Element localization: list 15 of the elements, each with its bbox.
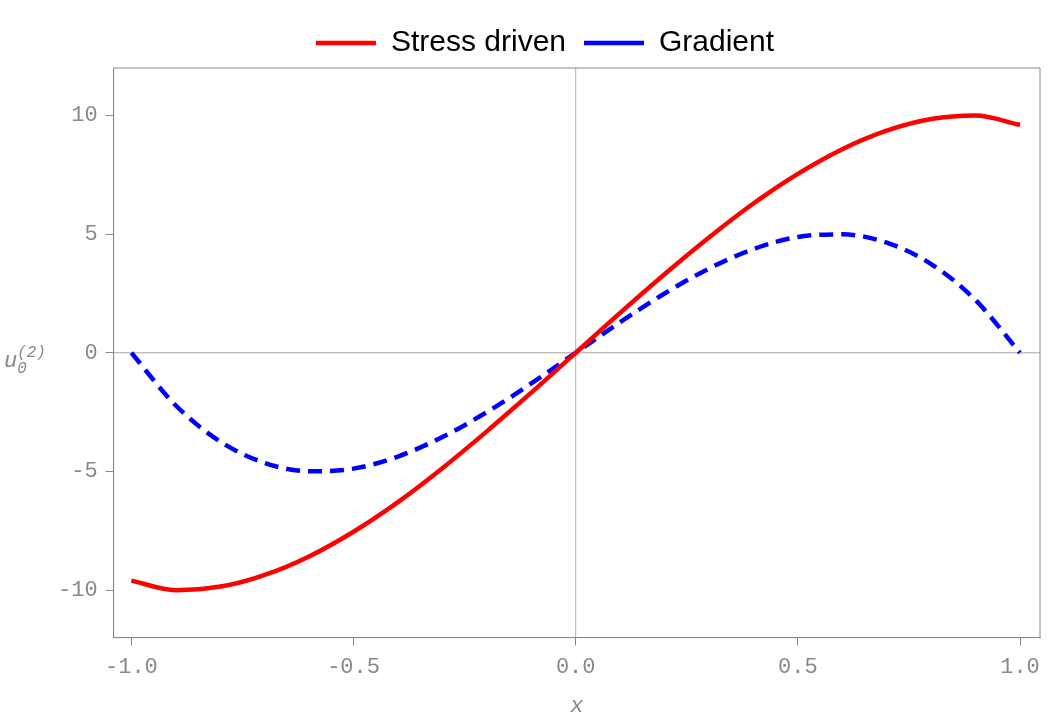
legend-label: Gradient: [659, 24, 775, 58]
x-tick-label: 0.5: [778, 654, 818, 680]
x-tick-label: -0.5: [327, 654, 380, 680]
y-tick-label: -10: [58, 577, 98, 603]
y-tick-label: -5: [71, 459, 98, 485]
x-tick-label: 0.0: [555, 654, 596, 680]
y-tick-label: 5: [84, 221, 98, 247]
line-series: [129, 232, 1023, 474]
y-tick-label: 10: [71, 103, 98, 129]
line-series: [129, 113, 1023, 593]
x-tick-label: 1.0: [1000, 654, 1040, 680]
legend-label: Stress driven: [390, 24, 567, 58]
x-tick-label: -1.0: [104, 654, 158, 680]
x-axis-title: x: [569, 694, 585, 719]
y-tick-label: 0: [84, 340, 98, 366]
